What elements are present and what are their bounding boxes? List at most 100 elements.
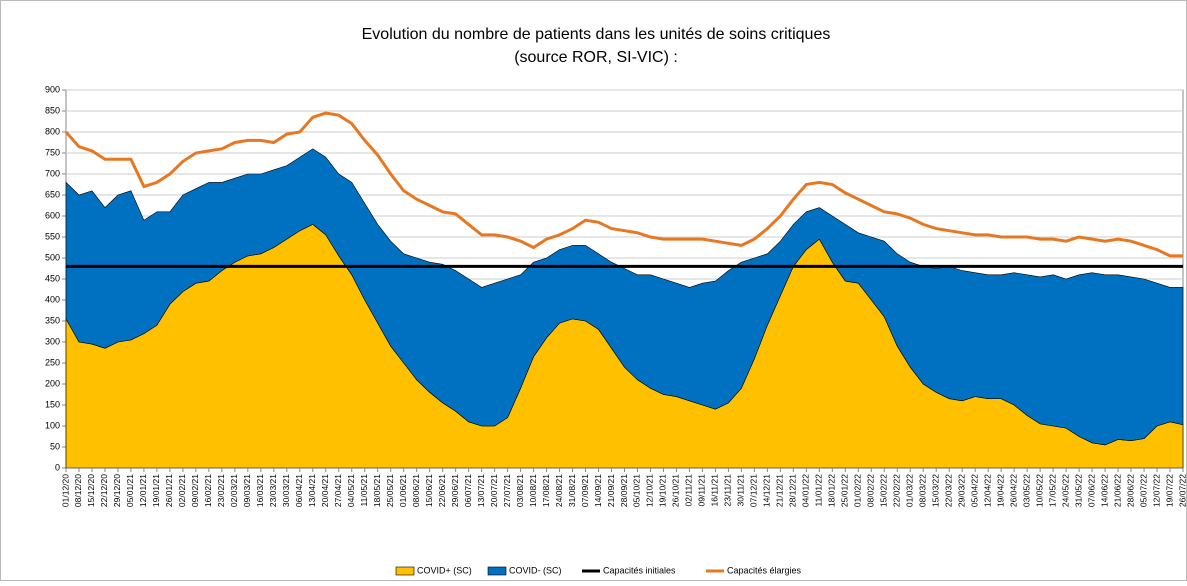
x-tick-label: 12/10/21 (645, 474, 655, 507)
x-tick-label: 23/11/21 (723, 474, 733, 507)
y-tick-label: 800 (45, 126, 60, 136)
x-tick-label: 22/12/20 (99, 474, 109, 507)
y-tick-label: 450 (45, 273, 60, 283)
legend-label: Capacités initiales (603, 565, 676, 575)
x-tick-label: 24/05/22 (1060, 474, 1070, 507)
x-tick-label: 21/09/21 (606, 474, 616, 507)
x-tick-label: 20/07/21 (489, 474, 499, 507)
x-tick-label: 14/12/21 (762, 474, 772, 507)
x-tick-label: 22/06/21 (437, 474, 447, 507)
x-tick-label: 05/04/22 (969, 474, 979, 507)
x-tick-label: 28/09/21 (619, 474, 629, 507)
x-tick-label: 05/07/22 (1138, 474, 1148, 507)
y-tick-label: 650 (45, 189, 60, 199)
x-tick-label: 01/12/20 (60, 474, 70, 507)
x-tick-label: 09/11/21 (697, 474, 707, 507)
x-tick-label: 31/08/21 (567, 474, 577, 507)
legend-label: Capacités élargies (727, 565, 802, 575)
x-tick-label: 08/02/22 (866, 474, 876, 507)
x-tick-label: 10/05/22 (1034, 474, 1044, 507)
x-tick-label: 26/10/21 (671, 474, 681, 507)
area (65, 148, 1184, 446)
x-tick-label: 09/02/21 (190, 474, 200, 507)
x-tick-label: 23/02/21 (216, 474, 226, 507)
chart-title: Evolution du nombre de patients dans les… (362, 26, 831, 43)
x-tick-label: 19/07/22 (1164, 474, 1174, 507)
x-tick-label: 14/09/21 (593, 474, 603, 507)
y-tick-label: 50 (50, 441, 60, 451)
y-tick-label: 300 (45, 336, 60, 346)
y-tick-label: 350 (45, 315, 60, 325)
x-tick-label: 25/05/21 (385, 474, 395, 507)
x-tick-label: 26/01/21 (164, 474, 174, 507)
x-tick-label: 22/03/22 (943, 474, 953, 507)
x-tick-label: 22/02/22 (892, 474, 902, 507)
x-tick-label: 11/01/22 (814, 474, 824, 507)
x-tick-label: 18/01/22 (827, 474, 837, 507)
x-tick-label: 06/04/21 (294, 474, 304, 507)
x-tick-label: 15/06/21 (424, 474, 434, 507)
x-tick-label: 08/12/20 (73, 474, 83, 507)
x-tick-label: 29/12/20 (112, 474, 122, 507)
y-tick-label: 100 (45, 420, 60, 430)
x-tick-label: 17/05/22 (1047, 474, 1057, 507)
x-tick-label: 17/08/21 (541, 474, 551, 507)
x-tick-label: 13/04/21 (307, 474, 317, 507)
x-tick-label: 28/12/21 (788, 474, 798, 507)
x-tick-label: 05/10/21 (632, 474, 642, 507)
x-tick-label: 03/08/21 (515, 474, 525, 507)
x-tick-label: 07/12/21 (749, 474, 759, 507)
chart-subtitle: (source ROR, SI-VIC) : (514, 49, 678, 66)
x-tick-label: 01/03/22 (904, 474, 914, 507)
x-tick-label: 29/03/22 (956, 474, 966, 507)
x-tick-label: 21/06/22 (1112, 474, 1122, 507)
x-tick-label: 15/02/22 (879, 474, 889, 507)
x-tick-label: 10/08/21 (528, 474, 538, 507)
y-tick-label: 750 (45, 147, 60, 157)
x-tick-label: 16/11/21 (710, 474, 720, 507)
y-tick-label: 500 (45, 252, 60, 262)
x-tick-label: 18/05/21 (372, 474, 382, 507)
x-tick-label: 07/06/22 (1086, 474, 1096, 507)
x-tick-label: 27/04/21 (333, 474, 343, 507)
x-tick-label: 19/04/22 (995, 474, 1005, 507)
x-tick-label: 12/04/22 (982, 474, 992, 507)
x-tick-label: 19/01/21 (151, 474, 161, 507)
legend-swatch (395, 566, 415, 576)
x-tick-label: 26/04/22 (1008, 474, 1018, 507)
line (64, 111, 1183, 258)
y-tick-label: 0 (55, 462, 60, 472)
x-tick-label: 02/11/21 (684, 474, 694, 507)
x-tick-label: 12/07/22 (1151, 474, 1161, 507)
x-tick-label: 09/03/21 (242, 474, 252, 507)
x-tick-label: 01/06/21 (398, 474, 408, 507)
legend-label: COVID- (SC) (509, 565, 562, 575)
x-tick-label: 06/07/21 (463, 474, 473, 507)
legend-label: COVID+ (SC) (417, 565, 472, 575)
y-tick-label: 550 (45, 231, 60, 241)
x-tick-label: 07/09/21 (580, 474, 590, 507)
y-tick-label: 600 (45, 210, 60, 220)
x-tick-label: 23/03/21 (268, 474, 278, 507)
y-tick-label: 900 (45, 84, 60, 94)
x-tick-label: 24/08/21 (554, 474, 564, 507)
x-tick-label: 01/02/22 (853, 474, 863, 507)
x-tick-label: 08/03/22 (917, 474, 927, 507)
x-tick-label: 30/11/21 (736, 474, 746, 507)
y-tick-label: 850 (45, 105, 60, 115)
x-tick-label: 15/03/22 (930, 474, 940, 507)
x-tick-label: 26/07/22 (1177, 474, 1187, 507)
x-tick-label: 21/12/21 (775, 474, 785, 507)
x-tick-label: 25/01/22 (840, 474, 850, 507)
legend-swatch (487, 566, 507, 576)
x-tick-label: 04/01/22 (801, 474, 811, 507)
x-tick-label: 02/02/21 (177, 474, 187, 507)
x-tick-label: 13/07/21 (476, 474, 486, 507)
x-tick-label: 11/05/21 (359, 474, 369, 507)
x-tick-label: 08/06/21 (411, 474, 421, 507)
x-tick-label: 14/06/22 (1099, 474, 1109, 507)
x-tick-label: 05/01/21 (125, 474, 135, 507)
y-tick-label: 150 (45, 399, 60, 409)
y-tick-label: 250 (45, 357, 60, 367)
